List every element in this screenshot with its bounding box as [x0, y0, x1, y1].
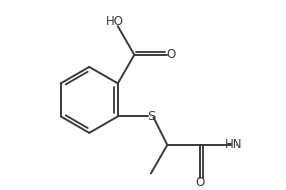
Text: HN: HN — [225, 139, 242, 151]
Text: S: S — [147, 110, 155, 123]
Text: O: O — [167, 48, 176, 61]
Text: HO: HO — [106, 15, 124, 28]
Text: O: O — [196, 176, 205, 188]
